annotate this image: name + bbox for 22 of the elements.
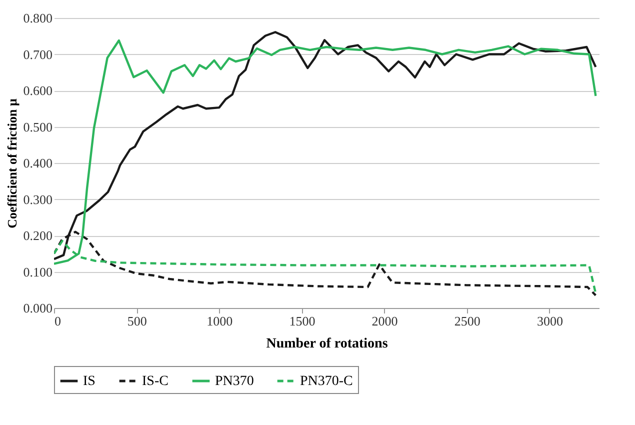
x-tick-label: 3000 [536,314,563,328]
x-tick-label: 1500 [289,314,316,328]
x-axis-title: Number of rotations [266,336,388,352]
x-tick-label: 2500 [454,314,480,328]
y-tick-label: 0.000 [23,300,52,316]
y-tick-label: 0.600 [23,83,52,98]
legend-label: PN370-C [300,374,353,389]
x-tick-label: 500 [127,314,147,328]
x-tick-label: 2000 [372,314,398,328]
y-tick-label: 0.100 [23,264,52,280]
y-tick-label: 0.200 [23,228,52,243]
legend-label: IS-C [142,374,168,389]
y-tick-label: 0.700 [23,46,52,62]
y-tick-label: 0.800 [23,10,52,26]
x-tick-label: 0 [54,314,61,328]
y-tick-label: 0.300 [23,192,52,207]
x-tick-label: 1000 [206,314,233,328]
y-axis-title: Coefficient of friction μ [4,98,20,228]
y-tick-label: 0.400 [23,156,52,170]
legend-label: PN370 [215,374,254,389]
y-tick-label: 0.500 [23,119,52,134]
legend-label: IS [83,374,96,389]
